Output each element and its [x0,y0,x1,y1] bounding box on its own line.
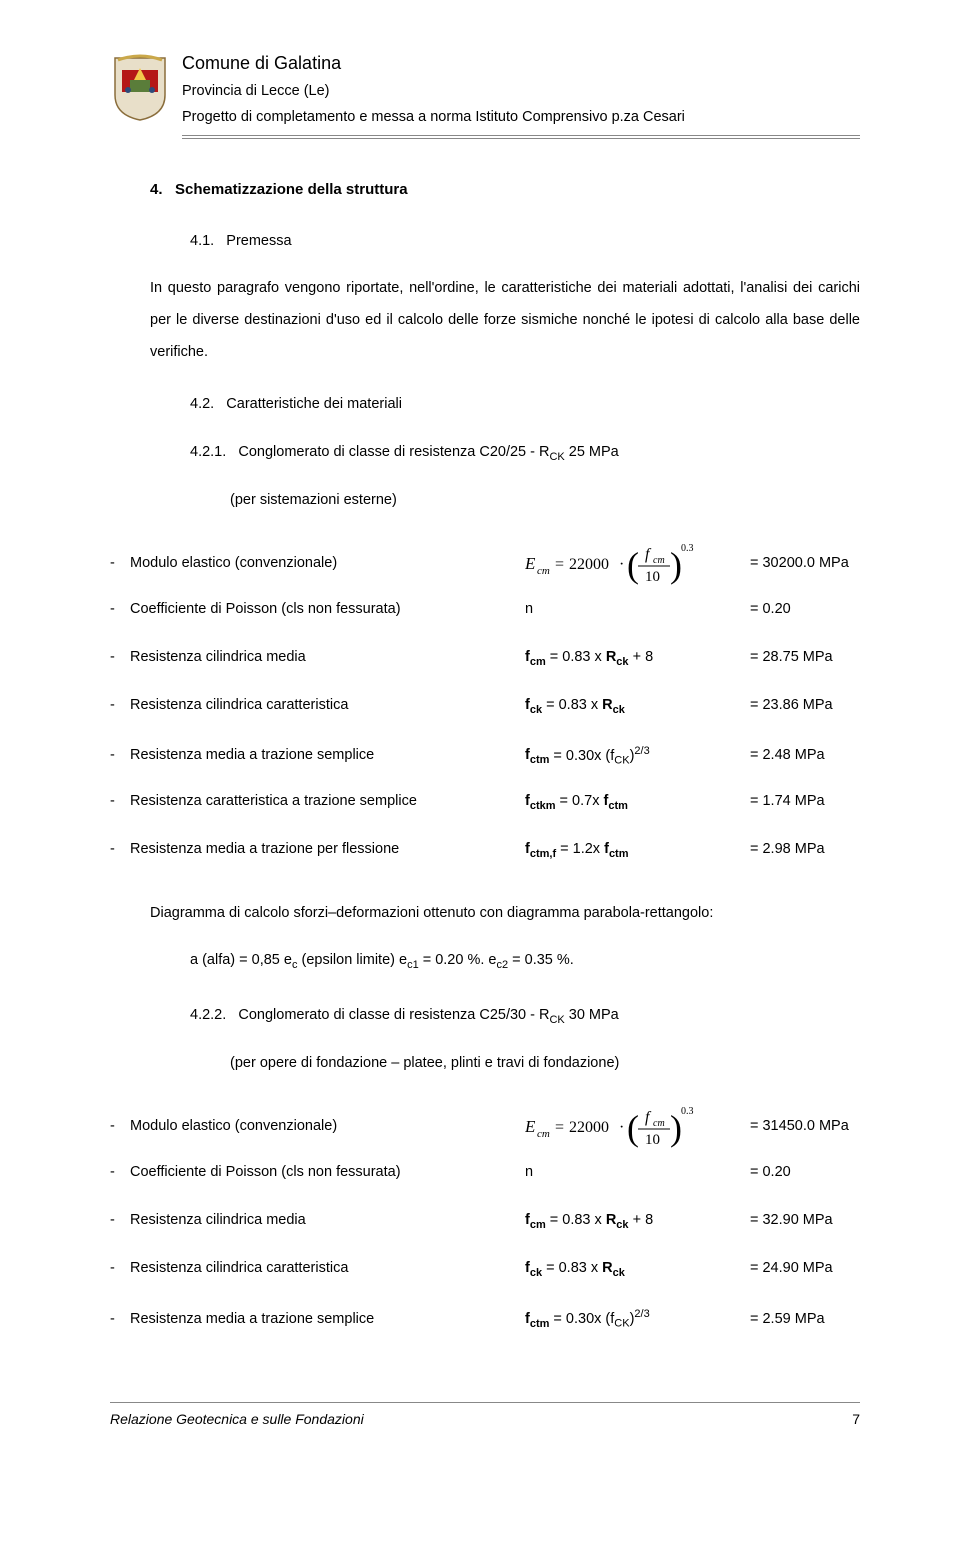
header-provincia: Provincia di Lecce (Le) [182,81,860,103]
svg-text:22000: 22000 [569,1119,609,1136]
svg-text:(: ( [627,545,639,585]
svg-text:·: · [619,556,624,573]
premessa-text: In questo paragrafo vengono riportate, n… [150,273,860,369]
footer-page-number: 7 [852,1409,860,1430]
prop-fctm: - Resistenza media a trazione semplice f… [110,743,860,779]
svg-text:f: f [645,1109,652,1126]
header-comune: Comune di Galatina [182,50,860,77]
c25-properties: - Modulo elastico (convenzionale) E cm =… [110,1102,860,1342]
municipal-crest-icon [110,50,170,122]
c20-properties: - Modulo elastico (convenzionale) E cm =… [110,539,860,875]
subsubsection-4-2-1-heading: 4.2.1. Conglomerato di classe di resiste… [190,442,860,465]
subsection-4-2-heading: 4.2. Caratteristiche dei materiali [190,394,860,416]
prop-fcm: - Resistenza cilindrica media fcm = 0.83… [110,647,860,683]
prop-fcm-c25: - Resistenza cilindrica media fcm = 0.83… [110,1210,860,1246]
alpha-line: a (alfa) = 0,85 ec (epsilon limite) ec1 … [190,946,860,976]
svg-text:E: E [525,554,536,573]
subsubsection-4-2-2-heading: 4.2.2. Conglomerato di classe di resiste… [190,1005,860,1028]
svg-text:0.3: 0.3 [681,543,694,554]
subsection-4-1-heading: 4.1. Premessa [190,231,860,253]
svg-text:10: 10 [645,1132,660,1148]
svg-text:=: = [555,556,564,573]
prop-fck-c25: - Resistenza cilindrica caratteristica f… [110,1258,860,1294]
svg-text:·: · [619,1119,624,1136]
prop-modulo-elastico: - Modulo elastico (convenzionale) E cm =… [110,539,860,589]
prop-poisson: - Coefficiente di Poisson (cls non fessu… [110,599,860,635]
footer-rule [110,1402,860,1403]
prop-modulo-elastico-c25: - Modulo elastico (convenzionale) E cm =… [110,1102,860,1152]
svg-text:cm: cm [653,1118,665,1129]
svg-text:22000: 22000 [569,556,609,573]
header-project: Progetto di completamento e messa a norm… [182,107,860,136]
prop-fctmf: - Resistenza media a trazione per flessi… [110,839,860,875]
svg-text:(: ( [627,1108,639,1148]
c25-paren: (per opere di fondazione – platee, plint… [230,1049,860,1078]
prop-fctkm: - Resistenza caratteristica a trazione s… [110,791,860,827]
footer-title: Relazione Geotecnica e sulle Fondazioni [110,1409,364,1430]
prop-fctm-c25: - Resistenza media a trazione semplice f… [110,1306,860,1342]
c20-paren: (per sistemazioni esterne) [230,486,860,515]
section-4-heading: 4. Schematizzazione della struttura [150,179,860,202]
svg-text:=: = [555,1119,564,1136]
ecm-formula-icon: E cm = 22000 · ( f cm 10 ) 0.3 [525,1102,700,1152]
page-footer: Relazione Geotecnica e sulle Fondazioni … [110,1409,860,1430]
svg-text:cm: cm [653,555,665,566]
diagram-note: Diagramma di calcolo sforzi–deformazioni… [150,899,860,928]
svg-text:cm: cm [537,1128,550,1140]
svg-text:cm: cm [537,565,550,577]
prop-poisson-c25: - Coefficiente di Poisson (cls non fessu… [110,1162,860,1198]
prop-fck: - Resistenza cilindrica caratteristica f… [110,695,860,731]
page-header: Comune di Galatina Provincia di Lecce (L… [110,50,860,139]
svg-text:10: 10 [645,569,660,585]
svg-text:f: f [645,546,652,563]
svg-text:0.3: 0.3 [681,1106,694,1117]
ecm-formula-icon: E cm = 22000 · ( f cm 10 ) 0.3 [525,539,700,589]
svg-text:E: E [525,1117,536,1136]
